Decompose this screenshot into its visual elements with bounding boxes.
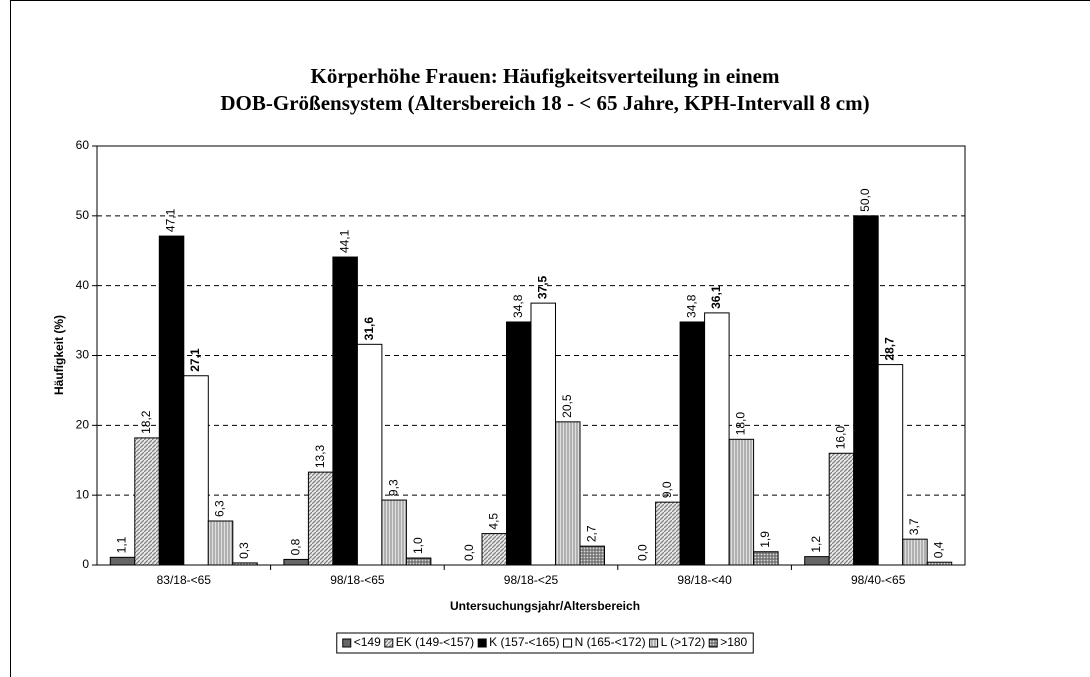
y-tick-label: 10 [76, 487, 90, 501]
bar [853, 215, 879, 566]
y-tick-label: 60 [76, 138, 90, 152]
data-label: 13,3 [313, 444, 327, 468]
data-label: 20,5 [560, 394, 574, 418]
x-tick-label: 98/18-<65 [330, 573, 385, 587]
legend-swatch [342, 638, 352, 648]
bar [902, 538, 928, 566]
data-label: 36,1 [709, 285, 723, 309]
y-tick-label: 0 [82, 557, 89, 571]
legend-swatch [384, 638, 394, 648]
plot-border [96, 145, 966, 566]
legend-label: >180 [720, 635, 747, 649]
legend-swatch [563, 638, 573, 648]
x-axis-label: Untersuchungsjahr/Altersbereich [450, 599, 640, 613]
data-label: 0,8 [288, 538, 302, 555]
bar [804, 556, 830, 566]
data-label: 47,1 [164, 208, 178, 232]
data-label: 6,3 [213, 500, 227, 517]
bar [158, 235, 185, 566]
data-label: 34,8 [511, 294, 525, 318]
data-label: 31,6 [362, 317, 376, 341]
bar [655, 501, 681, 566]
legend-label: K (157-<165) [489, 635, 559, 649]
data-label: 18,2 [139, 410, 153, 434]
data-label: 9,0 [660, 481, 674, 498]
data-label: 0,0 [462, 544, 476, 561]
bar [753, 551, 779, 566]
data-label: 1,0 [411, 537, 425, 554]
data-label: 0,4 [932, 541, 946, 558]
bar [356, 343, 383, 566]
data-label: 34,8 [685, 294, 699, 318]
bar [704, 312, 730, 566]
data-label: 1,9 [758, 531, 772, 548]
x-tick-label: 98/40-<65 [851, 573, 906, 587]
bar [728, 438, 755, 566]
data-label: 4,5 [486, 513, 500, 530]
data-label: 27,1 [188, 348, 202, 372]
legend-swatch [649, 638, 659, 648]
legend-label: <149 [354, 635, 381, 649]
legend-label: L (>172) [661, 635, 706, 649]
bar [207, 520, 234, 566]
bar [134, 437, 160, 566]
legend-swatch [477, 638, 487, 648]
y-tick-label: 50 [76, 208, 90, 222]
x-tick-label: 98/18-<40 [677, 573, 732, 587]
y-tick-label: 40 [76, 278, 90, 292]
y-tick-label: 20 [76, 418, 90, 432]
legend-label: N (165-<172) [575, 635, 646, 649]
bar [332, 256, 358, 566]
bar [555, 421, 581, 566]
data-label: 9,3 [386, 479, 400, 496]
bar [579, 545, 605, 566]
bar [307, 471, 334, 566]
legend-swatch [708, 638, 718, 648]
data-label: 2,7 [584, 525, 598, 542]
frame [10, 0, 1090, 677]
data-label: 3,7 [907, 518, 921, 535]
data-label: 1,2 [809, 536, 823, 553]
bar [828, 452, 855, 566]
bar [183, 375, 209, 566]
data-label: 28,7 [883, 337, 897, 361]
bar [109, 556, 136, 566]
data-label: 0,0 [636, 544, 650, 561]
y-tick-label: 30 [76, 348, 90, 362]
bar [381, 499, 407, 566]
bar [506, 321, 532, 566]
data-label: 44,1 [337, 229, 351, 253]
data-label: 50,0 [858, 188, 872, 212]
bar [481, 533, 507, 566]
data-label: 16,0 [834, 426, 848, 450]
bar [679, 321, 706, 566]
data-label: 18,0 [734, 412, 748, 436]
chart-title: DOB-Größensystem (Altersbereich 18 - < 6… [220, 91, 869, 115]
legend-label: EK (149-<157) [396, 635, 474, 649]
chart-title: Körperhöhe Frauen: Häufigkeitsverteilung… [311, 64, 780, 88]
bar [405, 557, 432, 566]
data-label: 0,3 [237, 542, 251, 559]
data-label: 1,1 [115, 536, 129, 553]
bar [530, 302, 556, 566]
y-axis-label: Häufigkeit (%) [52, 315, 66, 395]
bar [877, 364, 904, 566]
legend-box [336, 632, 754, 654]
x-tick-label: 98/18-<25 [504, 573, 559, 587]
data-label: 37,5 [535, 275, 549, 299]
bar [283, 558, 309, 566]
x-tick-label: 83/18-<65 [157, 573, 212, 587]
